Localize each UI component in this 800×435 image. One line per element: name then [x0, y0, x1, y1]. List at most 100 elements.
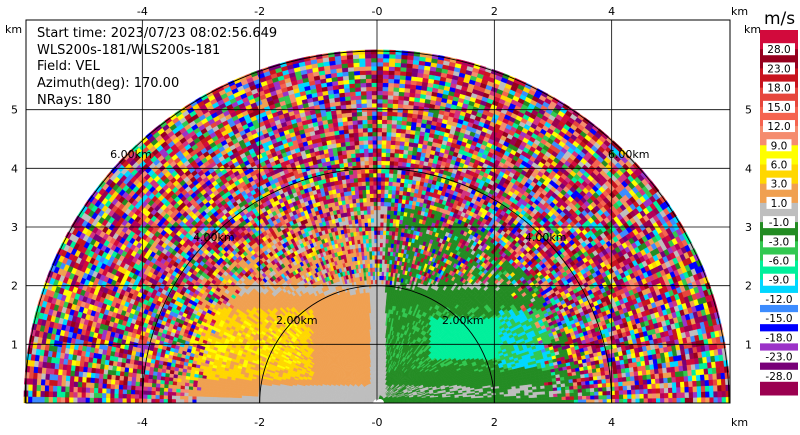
- velocity-cell: [561, 396, 567, 401]
- velocity-cell: [626, 380, 632, 386]
- velocity-cell: [589, 383, 595, 389]
- velocity-cell: [631, 393, 636, 399]
- velocity-cell: [664, 392, 669, 399]
- velocity-cell: [695, 374, 701, 381]
- velocity-cell: [536, 397, 542, 401]
- velocity-cell: [516, 397, 521, 401]
- velocity-cell: [678, 370, 685, 377]
- velocity-cell: [573, 395, 579, 400]
- velocity-cell: [692, 391, 698, 398]
- velocity-cell: [602, 390, 608, 396]
- velocity-cell: [716, 378, 722, 386]
- velocity-cell: [708, 373, 714, 381]
- velocity-cell: [602, 398, 608, 404]
- velocity-cell: [709, 396, 714, 404]
- velocity-cell: [598, 390, 603, 396]
- velocity-cell: [675, 381, 681, 388]
- velocity-cell: [585, 380, 590, 385]
- velocity-cell: [602, 394, 608, 400]
- velocity-cell: [560, 386, 566, 391]
- velocity-cell: [621, 372, 627, 378]
- velocity-cell: [618, 381, 624, 387]
- velocity-cell: [618, 394, 624, 400]
- velocity-cell: [516, 395, 521, 399]
- velocity-cell: [659, 387, 665, 394]
- velocity-cell: [630, 380, 636, 386]
- velocity-cell: [577, 384, 583, 390]
- velocity-cell: [627, 393, 632, 399]
- velocity-cell: [614, 385, 620, 391]
- velocity-cell: [544, 390, 550, 395]
- velocity-cell: [512, 395, 517, 399]
- velocity-cell: [631, 398, 636, 404]
- velocity-cell: [725, 390, 731, 398]
- velocity-cell: [645, 369, 651, 375]
- velocity-cell: [569, 385, 574, 390]
- velocity-cell: [557, 393, 562, 397]
- velocity-cell: [660, 397, 665, 404]
- velocity-cell: [676, 397, 682, 404]
- velocity-cell: [635, 393, 641, 399]
- velocity-cell: [708, 385, 714, 392]
- velocity-cell: [545, 396, 550, 401]
- velocity-cell: [617, 372, 623, 378]
- velocity-cell: [592, 375, 598, 381]
- velocity-cell: [635, 398, 640, 404]
- velocity-cell: [662, 367, 668, 374]
- velocity-cell: [654, 373, 660, 379]
- velocity-cell: [618, 385, 624, 391]
- velocity-cell: [622, 389, 628, 395]
- velocity-cell: [642, 374, 648, 380]
- velocity-cell: [606, 398, 612, 404]
- velocity-cell: [503, 395, 509, 399]
- velocity-cell: [651, 388, 657, 394]
- velocity-cell: [704, 373, 710, 381]
- velocity-cell: [593, 383, 599, 389]
- velocity-cell: [569, 399, 575, 404]
- velocity-cell: [596, 371, 602, 377]
- velocity-cell: [495, 398, 501, 402]
- velocity-cell: [544, 393, 550, 398]
- velocity-cell: [613, 373, 619, 379]
- velocity-cell: [569, 395, 575, 400]
- velocity-cell: [723, 359, 729, 367]
- velocity-cell: [581, 391, 587, 397]
- velocity-cell: [573, 385, 578, 390]
- velocity-cell: [536, 394, 542, 398]
- velocity-cell: [578, 399, 583, 404]
- velocity-cell: [717, 384, 722, 392]
- velocity-cell: [716, 372, 722, 380]
- velocity-cell: [589, 379, 595, 385]
- velocity-cell: [717, 396, 723, 404]
- velocity-cell: [600, 374, 606, 380]
- velocity-cell: [536, 388, 542, 393]
- velocity-cell: [614, 390, 620, 395]
- velocity-cell: [564, 385, 570, 391]
- velocity-cell: [520, 397, 526, 401]
- velocity-cell: [613, 377, 619, 383]
- velocity-cell: [597, 386, 603, 392]
- velocity-cell: [700, 379, 706, 387]
- velocity-cell: [713, 384, 718, 392]
- velocity-cell: [662, 372, 668, 379]
- velocity-cell: [594, 391, 599, 396]
- velocity-cell: [658, 372, 664, 379]
- velocity-cell: [606, 394, 612, 400]
- velocity-cell: [614, 394, 620, 399]
- velocity-cell: [670, 366, 676, 373]
- velocity-cell: [565, 389, 570, 394]
- velocity-cell: [715, 366, 721, 374]
- velocity-cell: [704, 379, 710, 387]
- velocity-cell: [641, 369, 647, 376]
- velocity-cell: [703, 367, 709, 375]
- velocity-cell: [572, 381, 578, 387]
- velocity-cell: [696, 391, 702, 398]
- velocity-cell: [499, 398, 505, 401]
- velocity-cell: [699, 374, 705, 381]
- velocity-cell: [617, 376, 623, 383]
- velocity-cell: [672, 392, 677, 398]
- velocity-cell: [643, 388, 649, 394]
- velocity-cell: [647, 388, 653, 394]
- velocity-cell: [680, 386, 686, 393]
